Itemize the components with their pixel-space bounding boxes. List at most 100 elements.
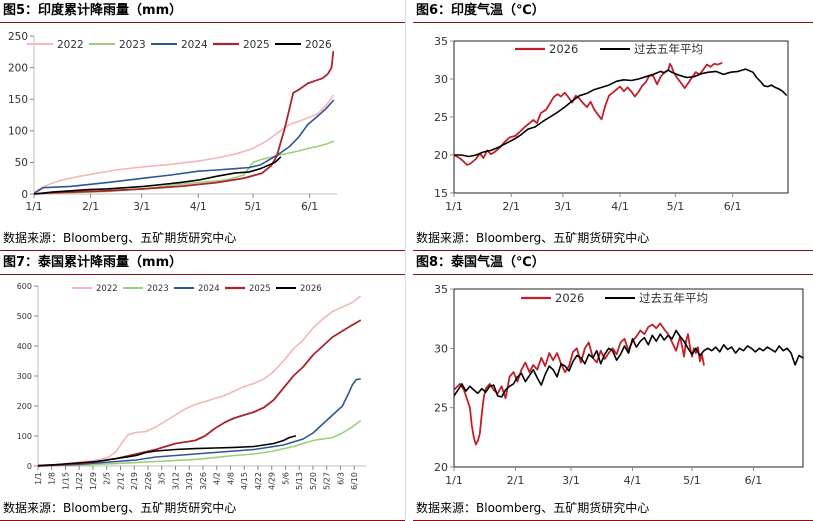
x-tick-label: 3/1 (562, 474, 580, 487)
legend-label-2022: 2022 (96, 284, 118, 294)
series-line-2024 (38, 378, 361, 467)
x-tick-label: 2/26 (144, 472, 153, 490)
y-tick-label: 300 (17, 372, 32, 381)
series-line-2026 (38, 435, 297, 467)
y-tick-label: 400 (17, 342, 32, 351)
y-tick-label: 150 (8, 94, 28, 106)
legend-label-series-1: 过去五年平均 (634, 42, 703, 56)
x-tick-label: 1/1 (26, 201, 43, 213)
y-tick-label: 0 (21, 189, 28, 201)
series-line-2023 (38, 420, 361, 467)
india-rainfall-chart: 0 50 100 150 200 250 1/1 2/1 3/1 4/1 5/1 6/1 2022 202… (8, 31, 337, 213)
x-tick-label: 1/29 (89, 472, 98, 490)
x-tick-label: 2/1 (502, 200, 520, 213)
legend-label-2025: 2025 (243, 39, 270, 51)
source-note: 数据来源：Bloomberg、五矿期货研究中心 (0, 496, 405, 521)
panel-india-rainfall: 图5：印度累计降雨量（mm） 0 50 100 150 200 250 1/1 2/1 3/1 4… (0, 0, 405, 252)
y-tick-label: 35 (434, 35, 448, 48)
x-tick-label: 5/13 (295, 472, 304, 490)
y-tick-label: 25 (434, 111, 448, 124)
x-tick-label: 3/12 (171, 472, 180, 490)
x-tick-label: 2/19 (130, 472, 139, 490)
x-tick-label: 2/1 (82, 201, 99, 213)
chart-title: 图5：印度累计降雨量（mm） (0, 0, 405, 23)
legend-label-series-1: 过去五年平均 (639, 291, 708, 305)
series-line-series-1 (454, 329, 804, 398)
legend-label-2023: 2023 (147, 284, 169, 294)
x-tick-label: 3/1 (554, 200, 572, 213)
y-tick-label: 15 (434, 187, 448, 200)
chart-title: 图6：印度气温（℃） (413, 0, 813, 23)
x-tick-label: 4/1 (611, 200, 629, 213)
y-tick-label: 600 (17, 282, 32, 291)
chart-title: 图7：泰国累计降雨量（mm） (0, 252, 405, 275)
x-tick-label: 1/22 (75, 472, 84, 490)
series-line-2026 (34, 156, 282, 195)
x-tick-label: 4/2 (213, 472, 222, 485)
y-tick-label: 0 (27, 462, 32, 471)
y-tick-label: 20 (434, 461, 448, 474)
x-tick-label: 5/6 (281, 472, 290, 485)
legend-label-2026: 2026 (300, 284, 322, 294)
x-tick-label: 5/1 (245, 201, 262, 213)
y-tick-label: 30 (434, 342, 448, 355)
x-tick-label: 6/3 (336, 472, 345, 485)
chart-title: 图8：泰国气温（℃） (413, 252, 813, 275)
x-tick-label: 4/1 (624, 474, 642, 487)
column-divider (405, 0, 406, 520)
thailand-temperature-chart: 20 25 30 35 1/1 2/1 3/1 4/1 5/1 6/1 2026 过去五年平均 (434, 283, 804, 487)
x-tick-label: 3/5 (158, 472, 167, 485)
legend-label-2026: 2026 (555, 291, 584, 305)
y-tick-label: 100 (8, 126, 28, 138)
x-tick-label: 1/8 (48, 472, 57, 485)
legend-label-2024: 2024 (181, 39, 208, 51)
x-tick-label: 6/10 (350, 472, 359, 490)
y-tick-label: 100 (17, 432, 32, 441)
x-tick-label: 6/1 (745, 474, 763, 487)
x-tick-label: 1/1 (34, 472, 43, 485)
panel-thailand-rainfall: 图7：泰国累计降雨量（mm） 0 100 200 300 400 500 600 1/1 1/8… (0, 252, 405, 521)
plot-frame (453, 288, 804, 468)
legend-label-2024: 2024 (198, 284, 220, 294)
x-tick-label: 4/1 (190, 201, 207, 213)
y-tick-label: 200 (17, 402, 32, 411)
y-tick-label: 250 (8, 31, 28, 43)
x-tick-label: 2/1 (507, 474, 525, 487)
y-tick-label: 20 (434, 149, 448, 162)
x-tick-label: 5/1 (683, 474, 701, 487)
x-tick-label: 6/1 (724, 200, 742, 213)
y-tick-label: 35 (434, 283, 448, 296)
x-tick-label: 1/1 (445, 474, 463, 487)
y-tick-label: 200 (8, 62, 28, 74)
x-tick-label: 1/1 (445, 200, 463, 213)
x-tick-label: 5/1 (667, 200, 685, 213)
series-line-2024 (34, 99, 335, 195)
source-note: 数据来源：Bloomberg、五矿期货研究中心 (413, 496, 813, 521)
x-tick-label: 3/1 (133, 201, 150, 213)
source-note: 数据来源：Bloomberg、五矿期货研究中心 (0, 226, 405, 251)
plot-frame (453, 40, 789, 194)
x-tick-label: 2/12 (116, 472, 125, 490)
y-tick-label: 25 (434, 402, 448, 415)
x-tick-label: 5/27 (323, 472, 332, 490)
series-line-2026 (454, 322, 705, 446)
panel-india-temperature: 图6：印度气温（℃） 15 20 25 30 35 1/1 2/1 3/1 4/1 5/1 6/1 2… (413, 0, 813, 252)
series-line-2025 (34, 50, 335, 195)
x-tick-label: 5/20 (309, 472, 318, 490)
legend-label-2026: 2026 (549, 42, 578, 56)
series-line-2022 (38, 295, 361, 467)
x-tick-label: 1/15 (61, 472, 70, 490)
series-line-2022 (34, 94, 335, 194)
x-tick-label: 3/19 (185, 472, 194, 490)
series-line-2025 (38, 319, 361, 467)
y-tick-label: 500 (17, 312, 32, 321)
legend-label-2023: 2023 (119, 39, 146, 51)
legend-label-2026: 2026 (305, 39, 332, 51)
x-tick-label: 4/15 (240, 472, 249, 490)
legend-label-2022: 2022 (57, 39, 84, 51)
x-tick-label: 4/22 (254, 472, 263, 490)
x-tick-label: 4/29 (268, 472, 277, 490)
y-tick-label: 30 (434, 73, 448, 86)
thailand-rainfall-chart: 0 100 200 300 400 500 600 1/1 1/8 1/15 1/22 1/29 2/5… (17, 282, 366, 490)
